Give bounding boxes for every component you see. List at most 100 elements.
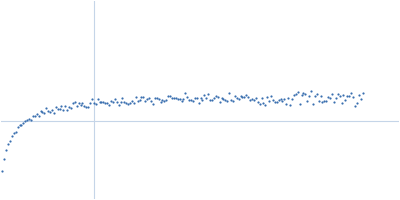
Point — [144, 98, 150, 101]
Point — [9, 135, 15, 138]
Point — [72, 101, 78, 104]
Point — [18, 123, 25, 127]
Point — [281, 97, 288, 101]
Point — [180, 98, 187, 101]
Point — [253, 96, 259, 99]
Point — [131, 102, 137, 105]
Point — [62, 104, 68, 108]
Point — [138, 95, 145, 99]
Point — [285, 96, 291, 100]
Point — [203, 97, 210, 100]
Point — [83, 106, 90, 109]
Point — [70, 102, 76, 105]
Point — [316, 99, 322, 102]
Point — [230, 100, 236, 103]
Point — [352, 104, 358, 107]
Point — [234, 96, 240, 100]
Point — [1, 157, 8, 160]
Point — [327, 97, 333, 100]
Point — [277, 97, 284, 101]
Point — [5, 142, 11, 146]
Point — [182, 91, 188, 95]
Point — [169, 96, 175, 99]
Point — [28, 118, 34, 121]
Point — [205, 92, 211, 95]
Point — [331, 100, 337, 103]
Point — [159, 99, 166, 102]
Point — [39, 111, 46, 114]
Point — [150, 103, 156, 106]
Point — [129, 100, 135, 103]
Point — [110, 100, 116, 104]
Point — [298, 94, 305, 97]
Point — [16, 124, 23, 127]
Point — [207, 98, 213, 102]
Point — [3, 149, 10, 152]
Point — [178, 99, 185, 103]
Point — [43, 107, 50, 110]
Point — [22, 119, 28, 122]
Point — [123, 101, 130, 105]
Point — [108, 99, 114, 103]
Point — [60, 108, 66, 111]
Point — [226, 92, 232, 95]
Point — [192, 96, 198, 100]
Point — [54, 107, 61, 111]
Point — [237, 94, 244, 97]
Point — [156, 97, 162, 100]
Point — [201, 93, 208, 96]
Point — [268, 95, 274, 98]
Point — [359, 91, 366, 94]
Point — [11, 131, 17, 135]
Point — [274, 101, 280, 104]
Point — [12, 131, 19, 134]
Point — [157, 100, 164, 104]
Point — [251, 98, 257, 102]
Point — [114, 101, 120, 104]
Point — [184, 95, 190, 98]
Point — [199, 99, 206, 102]
Point — [186, 98, 192, 102]
Point — [112, 98, 118, 101]
Point — [140, 95, 147, 98]
Point — [245, 96, 251, 99]
Point — [249, 98, 255, 101]
Point — [45, 109, 51, 112]
Point — [300, 92, 307, 95]
Point — [214, 95, 221, 99]
Point — [85, 106, 91, 109]
Point — [91, 101, 97, 104]
Point — [87, 101, 93, 105]
Point — [171, 96, 177, 100]
Point — [100, 100, 106, 104]
Point — [134, 100, 141, 103]
Point — [102, 101, 108, 104]
Point — [213, 94, 219, 97]
Point — [270, 98, 276, 102]
Point — [254, 100, 261, 103]
Point — [14, 125, 21, 128]
Point — [304, 100, 310, 103]
Point — [197, 96, 204, 99]
Point — [37, 109, 44, 113]
Point — [98, 101, 105, 104]
Point — [218, 96, 225, 100]
Point — [222, 98, 228, 101]
Point — [0, 169, 6, 172]
Point — [272, 100, 278, 104]
Point — [64, 108, 70, 112]
Point — [317, 94, 324, 97]
Point — [350, 96, 356, 99]
Point — [74, 104, 80, 107]
Point — [34, 113, 40, 116]
Point — [68, 106, 74, 110]
Point — [283, 102, 290, 105]
Point — [79, 102, 86, 105]
Point — [333, 97, 339, 100]
Point — [319, 100, 326, 104]
Point — [258, 96, 265, 100]
Point — [49, 109, 55, 112]
Point — [356, 93, 362, 96]
Point — [228, 98, 234, 101]
Point — [287, 103, 293, 106]
